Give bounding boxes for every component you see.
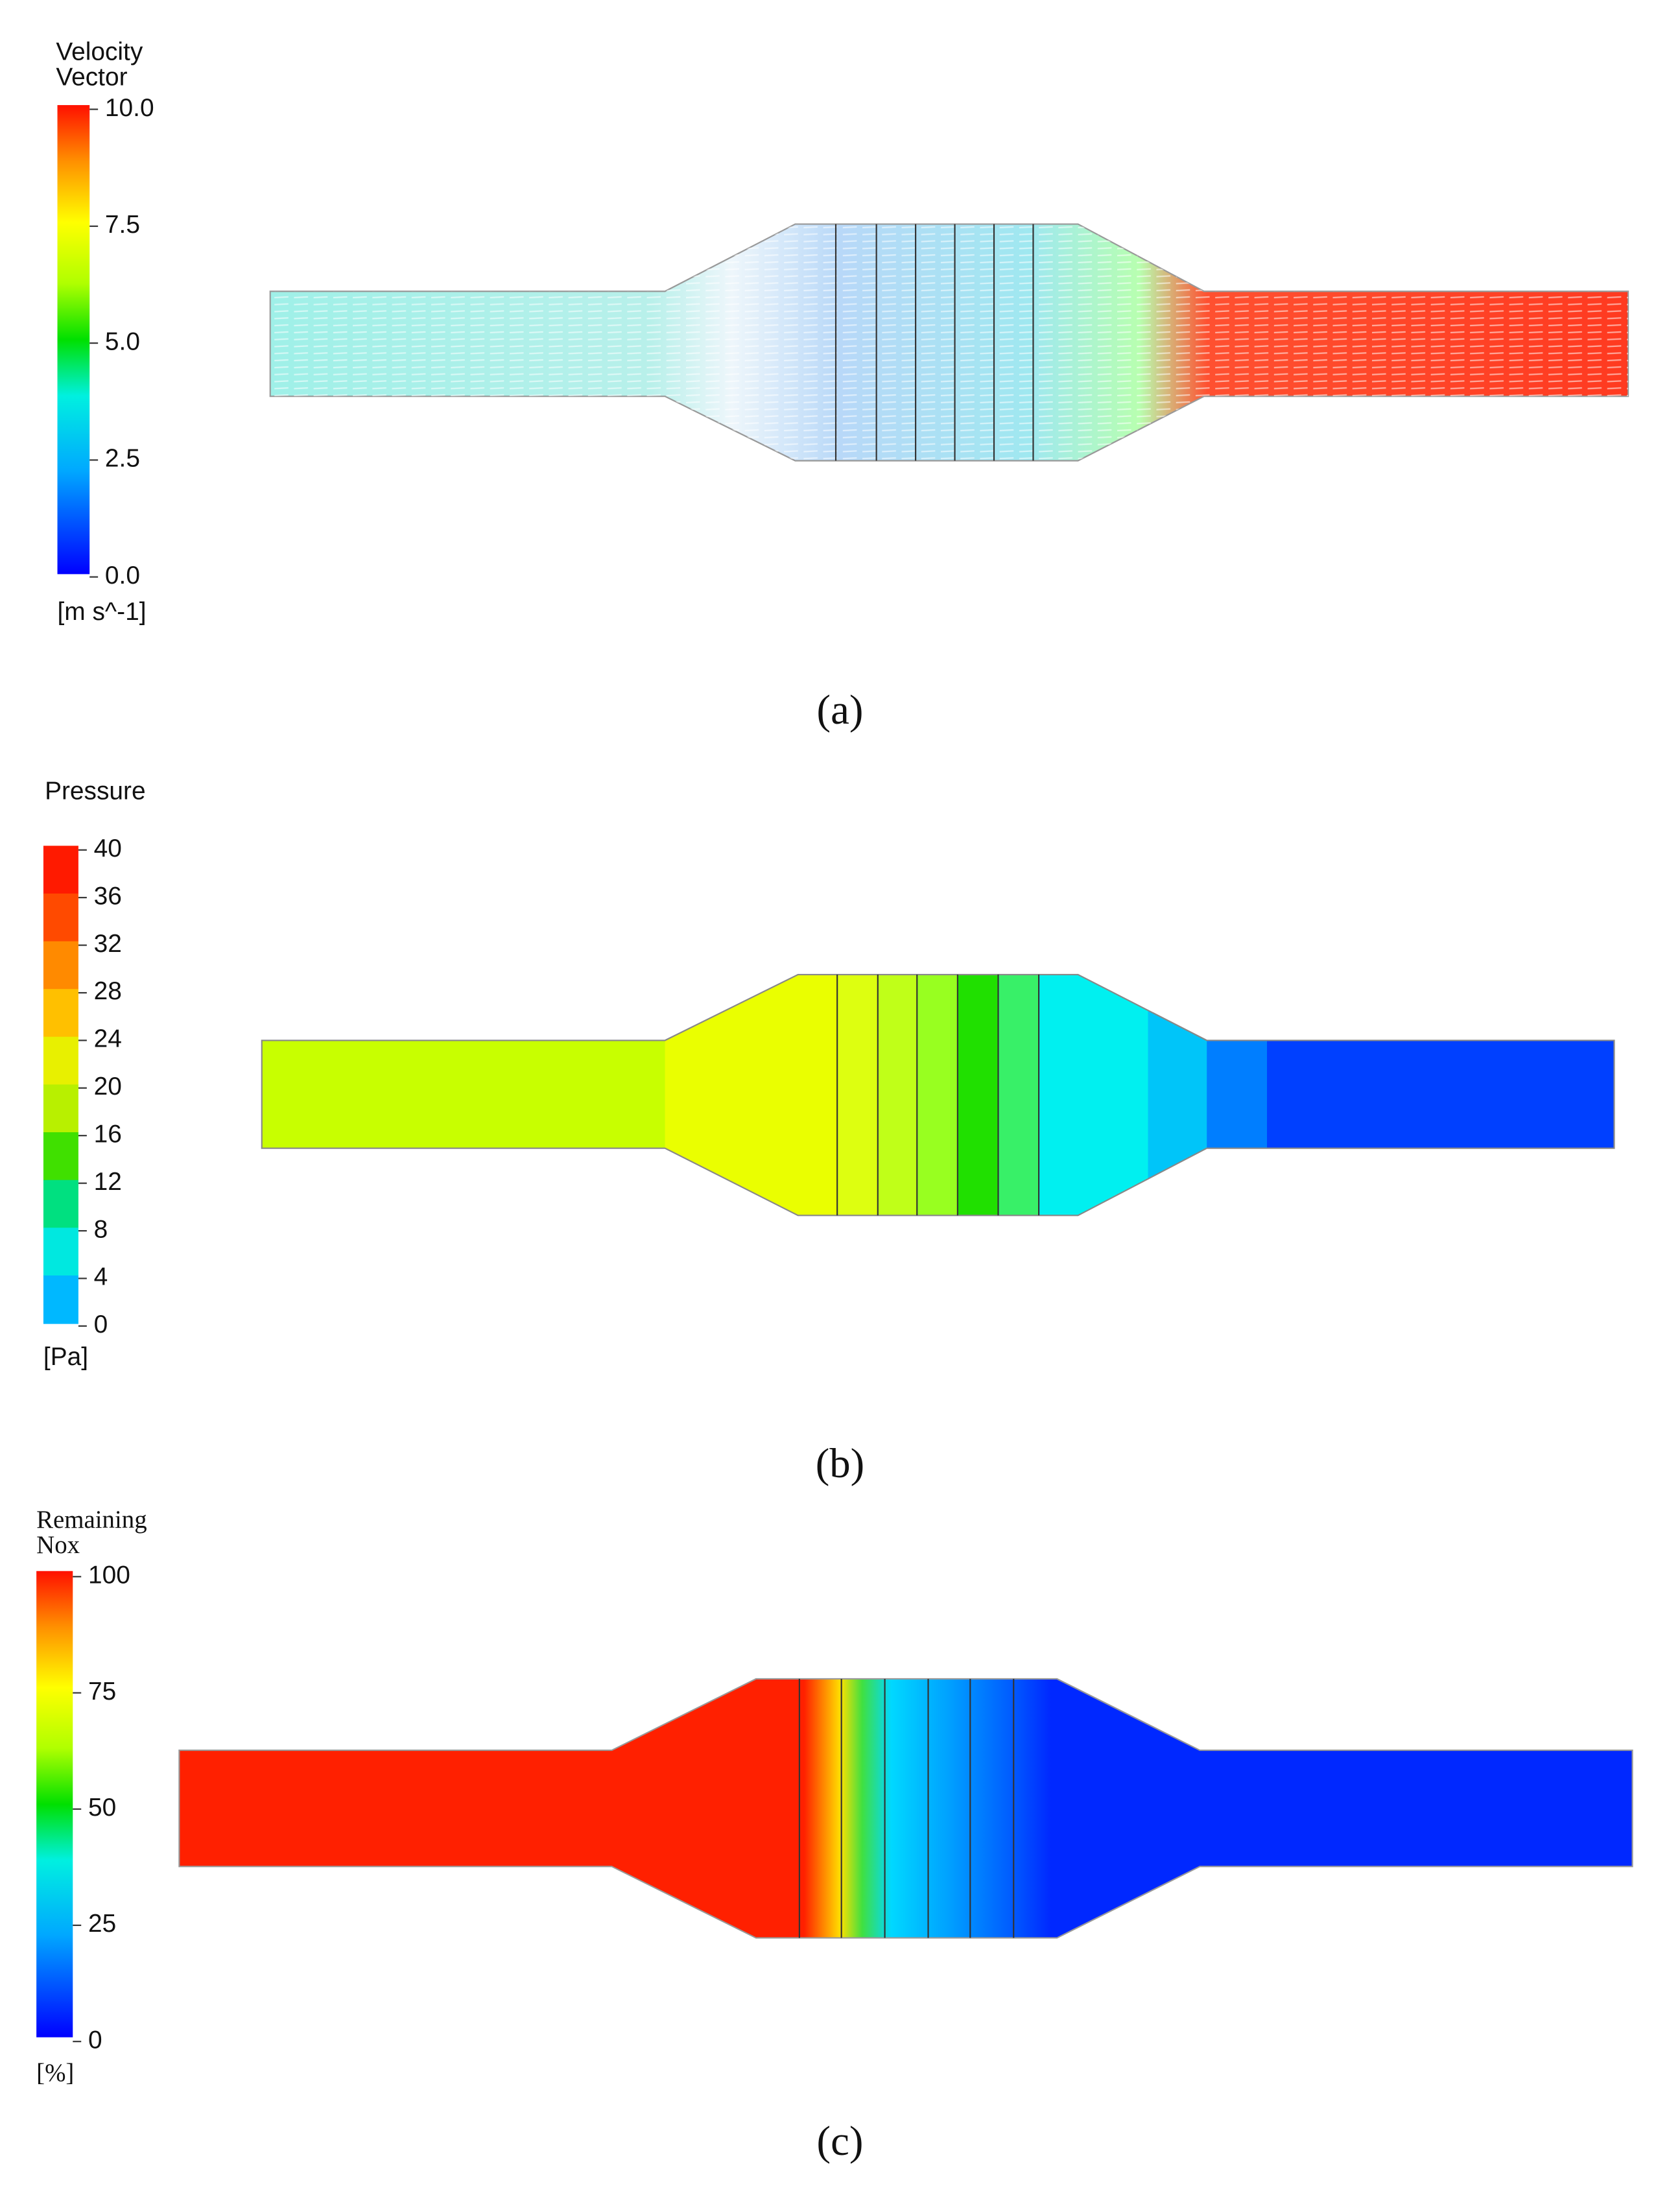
pressure-zone [877,974,918,1216]
colorbar-tick-label: 12 [94,1168,122,1196]
colorbar-tick-label: 20 [94,1073,122,1100]
colorbar-tick-label: 50 [88,1794,116,1822]
unit-label: [m s^-1] [58,598,147,626]
pressure-zone [1207,974,1615,1216]
legend-title: Vector [56,63,127,91]
colorbar-tick-label: 0 [94,1311,108,1338]
colorbar-tick-label: 40 [94,835,122,862]
colorbar-tick-label: 75 [88,1678,116,1705]
domain-outline [261,973,1615,1217]
colorbar-band [43,1132,78,1181]
colorbar-band [43,1275,78,1324]
colorbar-band [43,893,78,942]
pressure-zone [261,974,666,1216]
caption: (c) [817,2118,864,2165]
pressure-zone [837,974,879,1216]
colorbar-band [43,846,78,894]
colorbar-tick-label: 4 [94,1263,108,1291]
pressure-zone [917,974,958,1216]
unit-label: [%] [36,2059,74,2087]
pressure-zone [665,974,838,1216]
colorbar-tick-label: 5.0 [105,327,140,355]
colorbar-tick-label: 28 [94,977,122,1005]
colorbar [57,105,90,575]
colorbar-tick-label: 2.5 [105,445,140,473]
caption: (b) [816,1440,865,1487]
colorbar-tick-label: 16 [94,1120,122,1148]
colorbar [36,1571,73,2037]
unit-label: [Pa] [43,1343,88,1371]
colorbar-tick-label: 32 [94,930,122,958]
legend-title: Velocity [56,38,143,65]
colorbar-tick-label: 0 [88,2026,102,2054]
colorbar-band [43,1228,78,1276]
pressure-transition [1148,974,1268,1216]
colorbar-band [43,1036,78,1086]
pressure-zone [957,974,999,1216]
caption: (a) [817,687,864,733]
colorbar-band [43,989,78,1038]
colorbar-tick-label: 10.0 [105,94,154,122]
domain [178,1678,1633,1939]
colorbar-tick-label: 7.5 [105,211,140,239]
colorbar-tick-label: 25 [88,1910,116,1938]
legend-title: Pressure [45,777,146,805]
colorbar-band [43,941,78,990]
colorbar-tick-label: 36 [94,882,122,910]
vector-field [270,224,1629,461]
colorbar-tick-label: 8 [94,1215,108,1243]
legend-title: Nox [36,1531,80,1559]
colorbar-tick-label: 24 [94,1025,122,1053]
legend-title: Remaining [36,1506,147,1534]
pressure-zone [998,974,1040,1216]
colorbar-band [43,1084,78,1134]
colorbar-tick-label: 100 [88,1562,130,1589]
colorbar-band [43,1180,78,1229]
colorbar-tick-label: 0.0 [105,562,140,589]
